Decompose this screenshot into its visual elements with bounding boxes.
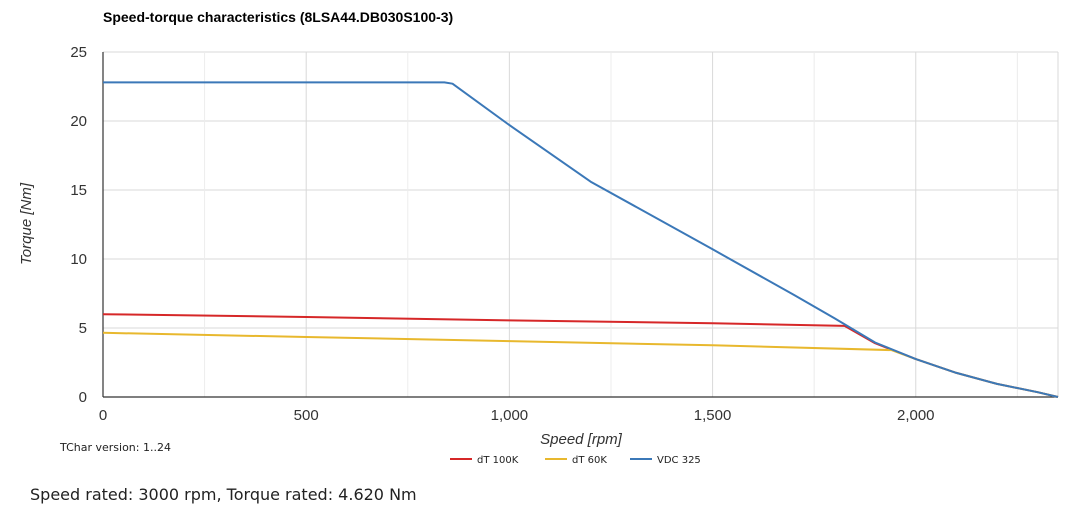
series-line-dt-60k	[102, 331, 1059, 398]
x-axis-label: Speed [rpm]	[540, 431, 623, 448]
series-lines	[102, 81, 1059, 398]
y-axis-label: Torque [Nm]	[18, 182, 35, 265]
grid	[103, 51, 1059, 397]
x-tick-label: 500	[294, 407, 319, 424]
x-tick-label: 1,000	[491, 407, 529, 424]
legend-label-dt-100k: dT 100K	[477, 455, 519, 466]
x-tick-label: 0	[99, 407, 107, 424]
rated-values-footer: Speed rated: 3000 rpm, Torque rated: 4.6…	[30, 485, 417, 504]
version-note: TChar version: 1..24	[59, 441, 171, 454]
y-tick-label: 0	[79, 389, 87, 406]
chart-title: Speed-torque characteristics (8LSA44.DB0…	[103, 9, 453, 25]
y-tick-label: 10	[70, 251, 87, 268]
legend-label-vdc-325: VDC 325	[657, 455, 701, 466]
y-tick-label: 20	[70, 113, 87, 130]
x-tick-label: 2,000	[897, 407, 935, 424]
y-tick-label: 25	[70, 44, 87, 61]
x-tick-label: 1,500	[694, 407, 732, 424]
legend: dT 100K dT 60K VDC 325	[450, 455, 701, 466]
series-line-dt-100k	[102, 313, 1059, 398]
series-line-vdc-325	[103, 81, 1059, 398]
axes: 0 5 10 15 20 25 0 500 1,000 1,500 2,000	[70, 44, 1058, 424]
y-tick-label: 15	[70, 182, 87, 199]
y-tick-label: 5	[79, 320, 87, 337]
legend-label-dt-60k: dT 60K	[572, 455, 607, 466]
speed-torque-chart: Speed-torque characteristics (8LSA44.DB0…	[18, 9, 1059, 466]
